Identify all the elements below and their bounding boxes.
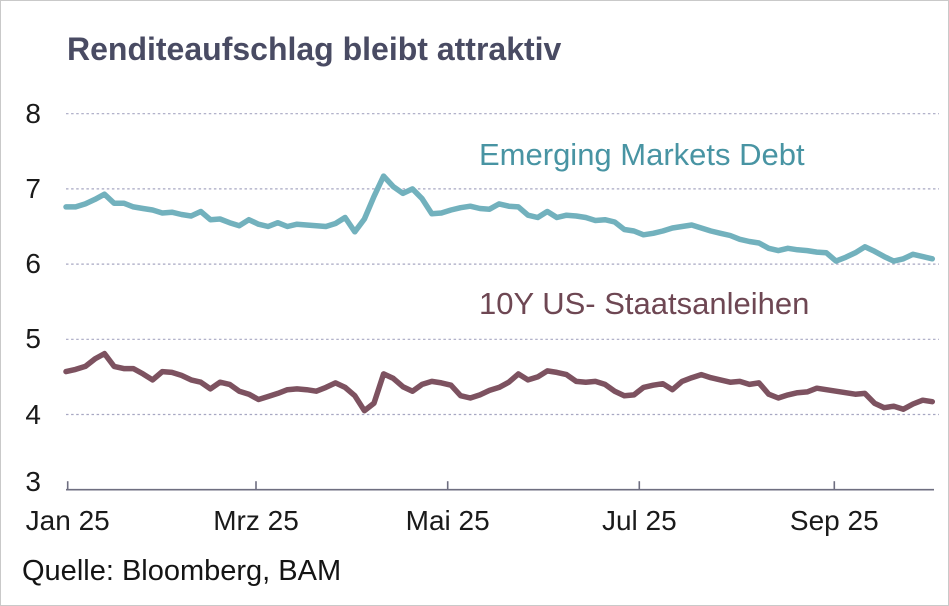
y-axis-tick-label-7: 7	[25, 172, 41, 204]
x-axis-tick-label-sep-25: Sep 25	[789, 505, 879, 536]
y-axis-tick-label-8: 8	[25, 97, 41, 129]
series-label-emerging-markets-debt: Emerging Markets Debt	[479, 137, 805, 172]
series-line-emerging-markets-debt	[63, 173, 936, 264]
y-axis-tick-label-6: 6	[25, 248, 41, 280]
y-axis-tick-label-5: 5	[25, 323, 41, 355]
source-note: Quelle: Bloomberg, BAM	[22, 555, 342, 587]
y-axis-tick-label-4: 4	[25, 398, 41, 430]
y-axis-tick-label-3: 3	[25, 465, 41, 497]
series-line-10y-us-treasuries	[63, 350, 936, 414]
x-axis-tick-label-mai-25: Mai 25	[405, 505, 490, 536]
x-axis-tick-label-jul-25: Jul 25	[601, 505, 677, 536]
series-label-10y-us-treasuries: 10Y US- Staatsanleihen	[479, 286, 810, 321]
x-axis-tick-label-jan-25: Jan 25	[25, 505, 110, 536]
x-axis-tick-label-mrz-25: Mrz 25	[213, 505, 299, 536]
chart-title: Renditeaufschlag bleibt attraktiv	[67, 31, 562, 67]
